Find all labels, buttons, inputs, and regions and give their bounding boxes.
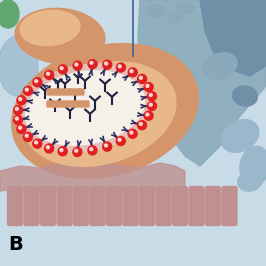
Circle shape: [128, 68, 137, 77]
Ellipse shape: [15, 8, 105, 64]
FancyBboxPatch shape: [189, 186, 204, 226]
Circle shape: [45, 70, 54, 80]
Circle shape: [88, 60, 97, 69]
Ellipse shape: [145, 5, 165, 17]
Circle shape: [17, 124, 26, 134]
Ellipse shape: [24, 62, 176, 166]
FancyBboxPatch shape: [156, 186, 171, 226]
Ellipse shape: [238, 171, 262, 191]
Circle shape: [147, 101, 156, 110]
FancyBboxPatch shape: [172, 186, 188, 226]
Circle shape: [139, 76, 142, 79]
Circle shape: [35, 80, 38, 82]
Ellipse shape: [0, 0, 19, 28]
Circle shape: [138, 74, 147, 84]
Polygon shape: [200, 0, 266, 76]
Ellipse shape: [176, 2, 194, 14]
FancyBboxPatch shape: [139, 186, 155, 226]
Circle shape: [19, 126, 22, 129]
Text: B: B: [8, 235, 23, 254]
Circle shape: [105, 62, 108, 65]
Circle shape: [23, 86, 32, 95]
Circle shape: [103, 60, 112, 69]
Circle shape: [103, 142, 112, 151]
Circle shape: [60, 67, 63, 70]
Circle shape: [144, 111, 153, 120]
Circle shape: [88, 146, 97, 155]
Circle shape: [118, 65, 121, 68]
Circle shape: [105, 144, 107, 147]
Circle shape: [25, 88, 28, 91]
Ellipse shape: [0, 36, 38, 96]
Circle shape: [117, 63, 125, 72]
FancyBboxPatch shape: [90, 186, 105, 226]
Circle shape: [130, 70, 133, 73]
Circle shape: [19, 98, 22, 101]
Circle shape: [73, 61, 82, 70]
Ellipse shape: [12, 44, 198, 178]
Circle shape: [14, 106, 23, 115]
FancyBboxPatch shape: [222, 186, 237, 226]
Circle shape: [46, 146, 49, 149]
Circle shape: [130, 131, 133, 134]
Ellipse shape: [26, 71, 144, 145]
FancyBboxPatch shape: [57, 186, 72, 226]
Ellipse shape: [232, 86, 257, 106]
Circle shape: [60, 149, 63, 152]
Ellipse shape: [168, 13, 182, 23]
FancyBboxPatch shape: [47, 89, 84, 95]
Circle shape: [147, 92, 156, 101]
Circle shape: [23, 132, 32, 142]
Circle shape: [75, 63, 78, 66]
Circle shape: [90, 61, 93, 64]
FancyBboxPatch shape: [123, 186, 138, 226]
Ellipse shape: [26, 71, 144, 145]
Circle shape: [128, 129, 137, 138]
Polygon shape: [138, 0, 266, 166]
Circle shape: [90, 148, 93, 151]
Circle shape: [75, 149, 78, 152]
Circle shape: [35, 141, 38, 144]
FancyBboxPatch shape: [24, 186, 39, 226]
Polygon shape: [0, 163, 185, 191]
Circle shape: [73, 147, 82, 156]
Circle shape: [14, 115, 23, 124]
FancyBboxPatch shape: [73, 186, 89, 226]
Circle shape: [146, 84, 149, 87]
Circle shape: [139, 122, 142, 126]
Circle shape: [15, 107, 18, 110]
FancyBboxPatch shape: [206, 186, 221, 226]
Circle shape: [25, 134, 28, 137]
FancyBboxPatch shape: [40, 186, 56, 226]
Ellipse shape: [20, 10, 80, 46]
FancyBboxPatch shape: [106, 186, 122, 226]
Circle shape: [33, 78, 42, 87]
Circle shape: [149, 103, 152, 106]
Circle shape: [146, 113, 149, 116]
Circle shape: [138, 121, 147, 130]
FancyBboxPatch shape: [47, 101, 89, 107]
Ellipse shape: [221, 120, 259, 152]
Ellipse shape: [240, 146, 266, 186]
Circle shape: [144, 82, 153, 92]
Circle shape: [58, 147, 67, 156]
Circle shape: [149, 93, 152, 97]
Circle shape: [58, 65, 67, 74]
Circle shape: [118, 138, 121, 141]
Circle shape: [45, 144, 53, 153]
Circle shape: [33, 139, 42, 148]
Circle shape: [15, 117, 18, 120]
Ellipse shape: [18, 64, 152, 152]
Ellipse shape: [203, 53, 237, 79]
Circle shape: [116, 136, 125, 146]
Circle shape: [17, 96, 26, 105]
Circle shape: [47, 72, 49, 75]
FancyBboxPatch shape: [7, 186, 23, 226]
